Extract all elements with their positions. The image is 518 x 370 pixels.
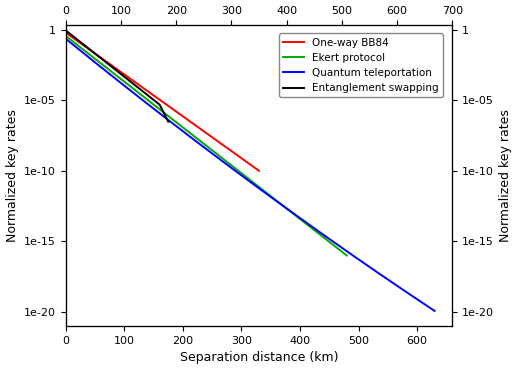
Line: Quantum teleportation: Quantum teleportation [66,39,435,311]
Y-axis label: Normalized key rates: Normalized key rates [499,109,512,242]
Ekert protocol [247,178,253,182]
Entanglement swapping [153,100,159,104]
One-way BB84 [97,55,103,59]
Entanglement swapping [165,120,171,124]
Quantum teleportation [63,37,69,41]
Entanglement swapping [153,100,160,104]
Quantum teleportation [380,274,386,279]
Ekert protocol [132,87,138,92]
One-way BB84 [112,66,119,70]
Entanglement swapping [141,90,148,95]
One-way BB84 [177,112,183,116]
Ekert protocol [63,34,69,38]
Line: Entanglement swapping: Entanglement swapping [66,31,168,122]
Entanglement swapping [112,67,119,72]
Y-axis label: Normalized key rates: Normalized key rates [6,109,19,242]
Line: One-way BB84: One-way BB84 [66,33,259,171]
Legend: One-way BB84, Ekert protocol, Quantum teleportation, Entanglement swapping: One-way BB84, Ekert protocol, Quantum te… [279,34,443,97]
Entanglement swapping [63,28,69,33]
One-way BB84 [192,123,198,127]
Quantum teleportation [286,208,293,213]
One-way BB84 [150,93,156,97]
Quantum teleportation [298,216,304,221]
Quantum teleportation [277,201,283,206]
Quantum teleportation [431,309,438,313]
Ekert protocol [344,253,350,258]
Ekert protocol [142,95,148,100]
Quantum teleportation [85,55,92,59]
Entanglement swapping [104,60,110,65]
Ekert protocol [152,103,158,108]
Ekert protocol [281,205,287,209]
Entanglement swapping [78,40,84,45]
Ekert protocol [316,232,322,236]
One-way BB84 [63,30,69,35]
Quantum teleportation [342,248,349,253]
Line: Ekert protocol: Ekert protocol [66,36,347,256]
One-way BB84 [256,169,262,173]
X-axis label: Separation distance (km): Separation distance (km) [180,352,338,364]
One-way BB84 [208,134,214,139]
